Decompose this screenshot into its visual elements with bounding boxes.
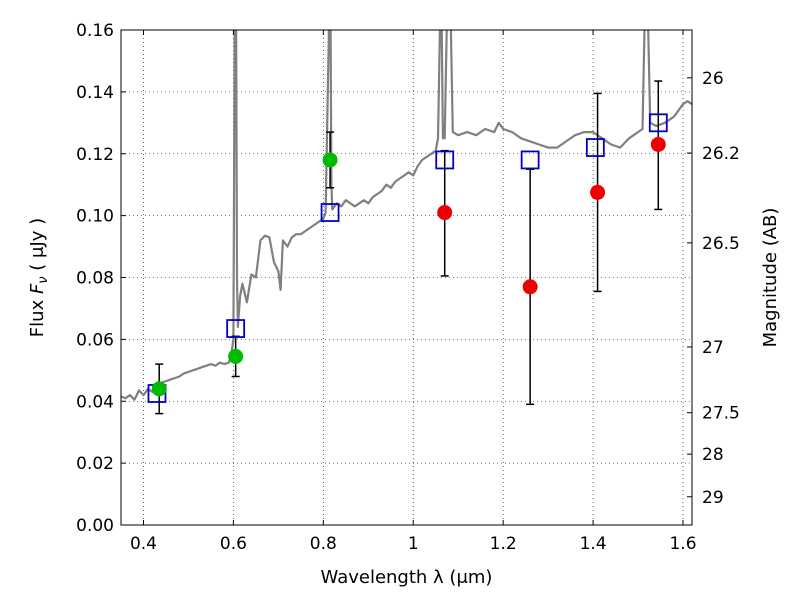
y-tick-label: 0.00 — [76, 516, 114, 536]
model-photometry-square — [320, 203, 340, 222]
y-axis-label-prefix: Flux — [27, 294, 48, 337]
x-tick-label: 1.6 — [669, 534, 696, 554]
plot-content — [121, 30, 692, 415]
green-data-point — [151, 381, 167, 397]
x-tick-label: 1 — [408, 534, 419, 554]
model-photometry-square — [585, 138, 605, 157]
x-tick-label: 1.4 — [580, 534, 607, 554]
y-axis-label-suffix: ( μJy ) — [27, 218, 48, 277]
red-data-point — [437, 205, 453, 221]
x-tick-label: 0.6 — [220, 534, 247, 554]
grid — [121, 29, 692, 526]
red-data-point — [522, 279, 538, 295]
magnitude-axis-label: Magnitude (AB) — [760, 208, 781, 348]
model-photometry-square — [520, 150, 540, 170]
y-tick-label: 0.04 — [76, 392, 114, 412]
magnitude-tick-label: 27.5 — [702, 404, 740, 424]
model-spectrum — [121, 30, 692, 401]
y-axis-label: Flux Fν ( μJy ) — [27, 218, 51, 337]
red-data-point — [590, 184, 606, 200]
green-data-point — [322, 152, 338, 168]
magnitude-tick-label: 27 — [702, 338, 724, 358]
x-tick-label: 0.4 — [130, 534, 157, 554]
y-tick-label: 0.16 — [76, 21, 114, 41]
magnitude-tick-label: 28 — [702, 445, 724, 465]
magnitude-tick-label: 26.2 — [702, 144, 740, 164]
model-photometry-square — [648, 113, 668, 133]
magnitude-tick-label: 29 — [702, 488, 724, 508]
y-tick-label: 0.12 — [76, 145, 114, 165]
magnitude-tick-label: 26.5 — [702, 234, 740, 254]
y-tick-label: 0.10 — [76, 207, 114, 227]
y-tick-label: 0.14 — [76, 83, 114, 103]
y-tick-label: 0.06 — [76, 330, 114, 350]
model-photometry-square — [226, 319, 246, 338]
y-axis-label-subscript: ν — [36, 276, 51, 283]
y-tick-label: 0.02 — [76, 454, 114, 474]
x-tick-label: 1.2 — [490, 534, 517, 554]
axes-frame — [120, 29, 693, 526]
model-photometry-square — [435, 150, 455, 170]
red-data-point — [650, 136, 666, 152]
magnitude-tick-label: 26 — [702, 69, 724, 89]
ticks: 0.4 0.6 0.8 1 1.2 1.4 1.6 0.00 0.02 0.04 0.06 0.08 0… — [76, 21, 740, 554]
plot-area — [121, 30, 692, 415]
y-axis-label-symbol: F — [27, 283, 48, 294]
x-tick-label: 0.8 — [310, 534, 337, 554]
green-data-point — [228, 348, 244, 364]
x-axis-label: Wavelength λ (μm) — [321, 567, 493, 588]
y-tick-label: 0.08 — [76, 269, 114, 289]
